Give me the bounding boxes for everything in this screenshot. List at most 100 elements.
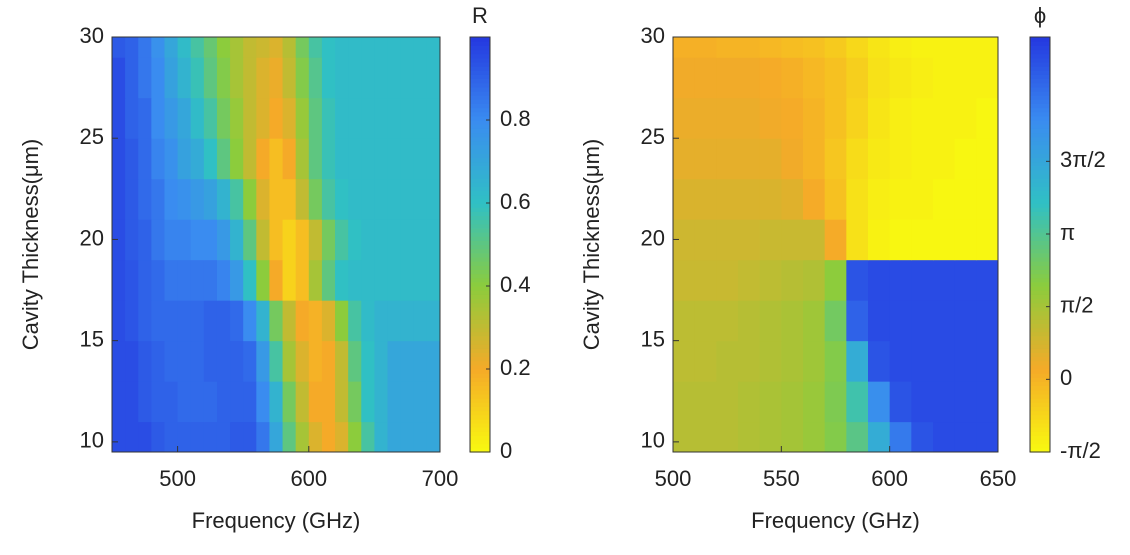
colorbar-tick-label: -π/2 (1060, 438, 1101, 463)
heatmap-cell (426, 57, 440, 99)
heatmap-cell (694, 421, 717, 452)
heatmap-cell (335, 138, 349, 180)
colorbar-step (1030, 144, 1050, 150)
heatmap-cell (911, 97, 934, 139)
heatmap-cell (716, 57, 739, 99)
colorbar-step (1030, 82, 1050, 88)
heatmap-cell (138, 300, 152, 342)
colorbar-step (1030, 211, 1050, 217)
heatmap-cell (673, 219, 696, 261)
colorbar-step (470, 186, 490, 192)
heatmap-cell (125, 259, 139, 301)
colorbar-step (1030, 128, 1050, 134)
heatmap-cell (348, 259, 362, 301)
heatmap-cell (694, 340, 717, 382)
heatmap-cell (387, 219, 402, 261)
colorbar-step (1030, 161, 1050, 167)
colorbar-step (470, 203, 490, 208)
heatmap-cell (976, 421, 998, 452)
heatmap-cell (321, 57, 336, 99)
heatmap-cell (426, 97, 440, 139)
heatmap-cell (269, 219, 284, 261)
colorbar-step (1030, 223, 1050, 229)
colorbar-step (1030, 369, 1050, 374)
heatmap-cell (738, 381, 761, 423)
heatmap-cell (203, 300, 218, 342)
heatmap-cell (846, 178, 869, 220)
colorbar-step (1030, 269, 1050, 275)
y-tick-label: 30 (80, 23, 104, 48)
heatmap-cell (335, 219, 349, 261)
x-tick-label: 700 (422, 466, 459, 491)
colorbar-step (470, 335, 490, 341)
heatmap-cell (846, 57, 869, 99)
colorbar-step (470, 306, 490, 312)
heatmap-cell (295, 421, 310, 452)
heatmap-cell (374, 97, 389, 139)
heatmap-cell (190, 340, 205, 382)
colorbar-step (1030, 165, 1050, 171)
colorbar-step (1030, 422, 1050, 428)
heatmap-cell (400, 219, 415, 261)
colorbar-step (1030, 198, 1050, 204)
colorbar-step (470, 207, 490, 212)
heatmap-cell (954, 97, 977, 139)
heatmap-cell (348, 178, 362, 220)
heatmap-cell (295, 138, 310, 180)
heatmap-cell (269, 300, 284, 342)
heatmap-cell (889, 178, 912, 220)
heatmap-cell (803, 138, 826, 180)
heatmap-cell (348, 37, 362, 58)
colorbar-step (1030, 236, 1050, 241)
heatmap-cell (269, 421, 284, 452)
colorbar-step (470, 356, 490, 362)
colorbar-step (1030, 302, 1050, 308)
heatmap-cell (125, 381, 139, 423)
heatmap-cell (846, 97, 869, 139)
colorbar-step (470, 49, 490, 55)
colorbar-tick-label: π/2 (1060, 292, 1094, 317)
heatmap-cell (868, 138, 891, 180)
heatmap-cell (216, 219, 231, 261)
heatmap-cell (759, 138, 782, 180)
heatmap-cell (673, 97, 696, 139)
colorbar-step (470, 265, 490, 270)
heatmap-cell (954, 259, 977, 301)
colorbar-step (1030, 281, 1050, 287)
heatmap-cell (889, 340, 912, 382)
heatmap-cell (138, 178, 152, 220)
heatmap-cell (164, 219, 179, 261)
heatmap-cell (673, 178, 696, 220)
heatmap-cell (256, 57, 270, 99)
heatmap-cell (933, 138, 956, 180)
heatmap-cell (911, 381, 934, 423)
heatmap-cell (203, 259, 218, 301)
heatmap-cell (413, 259, 428, 301)
heatmap-cell (138, 97, 152, 139)
heatmap-cell (361, 57, 375, 99)
colorbar-step (470, 41, 490, 46)
heatmap-cell (269, 178, 284, 220)
heatmap-cell (151, 219, 165, 261)
heatmap-cell (911, 57, 934, 99)
heatmap-cell (387, 381, 402, 423)
heatmap-cell (738, 37, 761, 58)
heatmap-cell (125, 138, 139, 180)
heatmap-cell (308, 57, 323, 99)
colorbar-frame (1029, 36, 1051, 453)
heatmap-cell (673, 37, 696, 58)
y-axis-label: Cavity Thickness(μm) (18, 139, 43, 351)
heatmap-cell (151, 37, 165, 58)
heatmap-cell (759, 259, 782, 301)
heatmap-cell (138, 259, 152, 301)
colorbar-step (470, 124, 490, 129)
heatmap-cell (282, 300, 297, 342)
heatmap-cell (216, 178, 231, 220)
colorbar-step (1030, 227, 1050, 233)
colorbar-step (470, 364, 490, 370)
colorbar-step (470, 153, 490, 158)
colorbar-step (1030, 290, 1050, 295)
heatmap-cell (190, 97, 205, 139)
heatmap-cell (112, 381, 126, 423)
heatmap-cell (138, 138, 152, 180)
